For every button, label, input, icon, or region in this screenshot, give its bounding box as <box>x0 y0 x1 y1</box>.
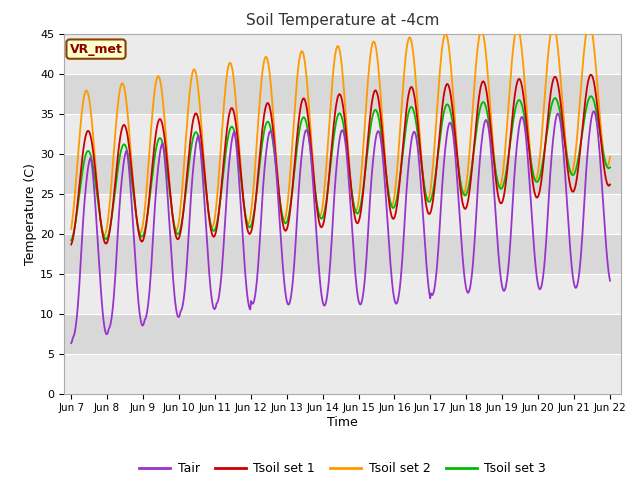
Bar <box>64 154 621 193</box>
Title: Soil Temperature at -4cm: Soil Temperature at -4cm <box>246 13 439 28</box>
Legend: Tair, Tsoil set 1, Tsoil set 2, Tsoil set 3: Tair, Tsoil set 1, Tsoil set 2, Tsoil se… <box>134 457 551 480</box>
X-axis label: Time: Time <box>327 416 358 429</box>
Y-axis label: Temperature (C): Temperature (C) <box>24 163 37 264</box>
Bar <box>64 354 621 394</box>
Bar <box>64 313 621 354</box>
Bar <box>64 73 621 114</box>
Bar <box>64 234 621 274</box>
Bar <box>64 114 621 154</box>
Bar <box>64 193 621 234</box>
Bar <box>64 34 621 73</box>
Bar <box>64 274 621 313</box>
Text: VR_met: VR_met <box>70 43 122 56</box>
